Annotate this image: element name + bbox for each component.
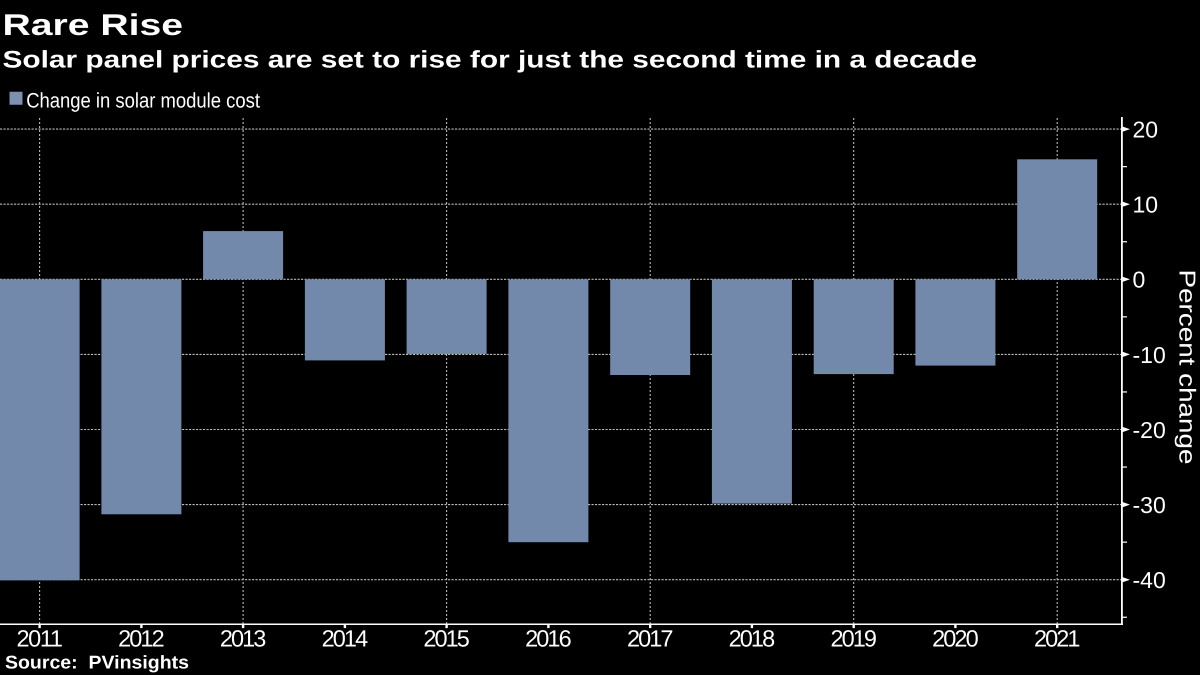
svg-text:-10: -10: [1133, 342, 1166, 368]
svg-text:2014: 2014: [322, 626, 369, 652]
svg-text:Solar panel prices are set to: Solar panel prices are set to rise for j…: [3, 47, 978, 74]
svg-text:2011: 2011: [16, 626, 62, 652]
svg-text:2016: 2016: [525, 626, 572, 652]
svg-text:-40: -40: [1133, 567, 1166, 593]
svg-text:2013: 2013: [220, 626, 267, 652]
svg-text:2020: 2020: [932, 626, 979, 652]
svg-text:Rare Rise: Rare Rise: [3, 9, 184, 42]
svg-text:Change in solar module cost: Change in solar module cost: [26, 90, 260, 113]
svg-text:2019: 2019: [830, 626, 877, 652]
svg-text:-30: -30: [1133, 492, 1166, 518]
svg-text:Percent change: Percent change: [1175, 270, 1200, 465]
svg-text:-20: -20: [1133, 417, 1166, 443]
svg-text:20: 20: [1133, 117, 1159, 143]
svg-text:2018: 2018: [729, 626, 776, 652]
svg-text:10: 10: [1133, 192, 1159, 218]
svg-text:Source: PVinsights: Source: PVinsights: [5, 652, 189, 673]
svg-text:0: 0: [1133, 267, 1146, 293]
svg-text:2021: 2021: [1034, 626, 1081, 652]
svg-text:2017: 2017: [627, 626, 674, 652]
svg-text:2015: 2015: [423, 626, 470, 652]
svg-text:2012: 2012: [118, 626, 165, 652]
